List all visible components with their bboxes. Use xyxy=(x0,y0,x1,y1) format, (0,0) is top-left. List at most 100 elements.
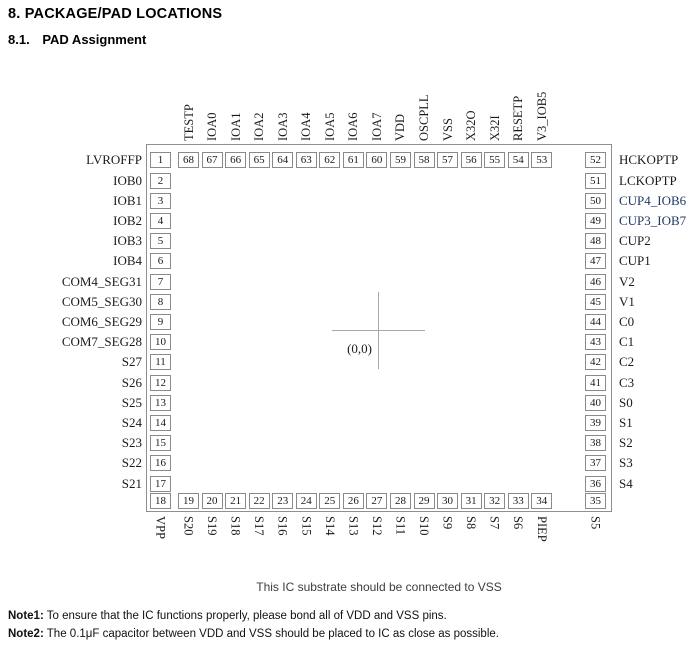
pad-box: 6 xyxy=(150,253,171,270)
pad-box: 36 xyxy=(585,475,606,492)
pad-box: 49 xyxy=(585,212,606,229)
pad-box: 4 xyxy=(150,212,171,229)
pad-label: C0 xyxy=(619,313,635,329)
pad-number: 17 xyxy=(155,477,166,490)
pad-number: 2 xyxy=(157,174,164,187)
pad-box: 30 xyxy=(437,493,459,509)
pad-number: 31 xyxy=(465,495,477,507)
pad-box: 55 xyxy=(484,152,506,168)
origin-crosshair-vertical-line xyxy=(378,292,379,369)
pad-label: RESETP xyxy=(511,95,526,141)
pad-box: 19 xyxy=(178,493,199,509)
pad-number: 40 xyxy=(590,396,601,409)
pad-box: 13 xyxy=(150,394,171,411)
pad-number: 62 xyxy=(324,154,336,166)
pad-number: 13 xyxy=(155,396,166,409)
pad-box: 11 xyxy=(150,354,171,371)
pad-label: S18 xyxy=(228,516,243,536)
pad-box: 15 xyxy=(150,435,171,452)
pad-number: 44 xyxy=(590,315,601,328)
pad-label: S7 xyxy=(487,516,502,530)
pad-box: 43 xyxy=(585,334,606,351)
pad-number: 26 xyxy=(347,495,359,507)
pad-box: 24 xyxy=(295,493,317,509)
pad-number: 65 xyxy=(253,154,265,166)
pad-box: 18 xyxy=(150,493,171,509)
pad-box: 14 xyxy=(150,414,171,431)
pad-label: S26 xyxy=(121,374,142,390)
pad-label: IOA2 xyxy=(252,112,267,141)
pad-box: 10 xyxy=(150,334,171,351)
pad-box: 5 xyxy=(150,233,171,250)
pad-label: IOA3 xyxy=(275,112,290,141)
pad-box: 20 xyxy=(201,493,223,509)
pad-label: IOA5 xyxy=(322,112,337,141)
pad-box: 7 xyxy=(150,273,171,290)
pad-box: 66 xyxy=(225,152,247,168)
pad-label: IOB4 xyxy=(113,253,142,269)
pad-number: 24 xyxy=(300,495,312,507)
pad-label: X32I xyxy=(487,115,502,141)
pad-box: 42 xyxy=(585,354,606,371)
pad-box: 40 xyxy=(585,394,606,411)
pad-number: 63 xyxy=(300,154,312,166)
section-heading: 8.1. PAD Assignment xyxy=(8,32,146,47)
pad-number: 14 xyxy=(155,416,166,429)
pad-number: 49 xyxy=(590,214,601,227)
pad-label: VDD xyxy=(393,113,408,141)
note2-text: The 0.1μF capacitor between VDD and VSS … xyxy=(46,628,499,640)
pad-number: 54 xyxy=(512,154,524,166)
pad-label: S4 xyxy=(619,475,633,491)
pad-number: 48 xyxy=(590,235,601,248)
pad-box: 26 xyxy=(342,493,364,509)
pad-box: 27 xyxy=(366,493,388,509)
pad-box: 16 xyxy=(150,455,171,472)
pad-number: 39 xyxy=(590,416,601,429)
pad-box: 9 xyxy=(150,313,171,330)
pad-label: S21 xyxy=(121,475,142,491)
pad-number: 22 xyxy=(253,495,265,507)
pad-label: S1 xyxy=(619,414,633,430)
pad-box: 60 xyxy=(366,152,388,168)
pad-box: 33 xyxy=(507,493,529,509)
pad-number: 68 xyxy=(183,154,194,166)
pad-label: S5 xyxy=(588,516,603,530)
pad-label: VPP xyxy=(153,516,168,539)
pad-box: 37 xyxy=(585,455,606,472)
pad-box: 41 xyxy=(585,374,606,391)
pad-number: 8 xyxy=(157,295,164,308)
pad-label: S20 xyxy=(181,516,196,536)
pad-number: 23 xyxy=(277,495,289,507)
pad-label: COM7_SEG28 xyxy=(61,334,142,350)
pad-number: 27 xyxy=(371,495,383,507)
pad-number: 9 xyxy=(157,315,164,328)
pad-box: 52 xyxy=(585,152,606,168)
pad-box: 1 xyxy=(150,152,171,168)
pad-box: 54 xyxy=(507,152,529,168)
pad-label: S22 xyxy=(121,455,142,471)
pad-number: 51 xyxy=(590,174,601,187)
pad-box: 34 xyxy=(531,493,553,509)
section-title: PAD Assignment xyxy=(42,32,147,47)
pad-number: 41 xyxy=(590,376,601,389)
pad-label: S12 xyxy=(369,516,384,536)
pad-label: CUP3_IOB7 xyxy=(619,212,687,228)
note2-label: Note2: xyxy=(8,628,44,640)
pad-number: 60 xyxy=(371,154,383,166)
pad-box: 2 xyxy=(150,172,171,189)
pad-label: IOA6 xyxy=(346,112,361,141)
pad-number: 56 xyxy=(465,154,477,166)
pad-box: 22 xyxy=(248,493,270,509)
pad-number: 37 xyxy=(590,457,601,470)
pad-label: S24 xyxy=(121,414,142,430)
pad-label: S11 xyxy=(393,516,408,535)
pad-box: 68 xyxy=(178,152,199,168)
pad-label: S25 xyxy=(121,394,142,410)
pad-box: 21 xyxy=(225,493,247,509)
note-line: Note2: The 0.1μF capacitor between VDD a… xyxy=(8,627,688,641)
pad-number: 55 xyxy=(489,154,501,166)
pad-box: 39 xyxy=(585,414,606,431)
section-number: 8.1. xyxy=(8,32,30,47)
pad-number: 38 xyxy=(590,437,601,450)
pad-number: 11 xyxy=(155,356,166,369)
